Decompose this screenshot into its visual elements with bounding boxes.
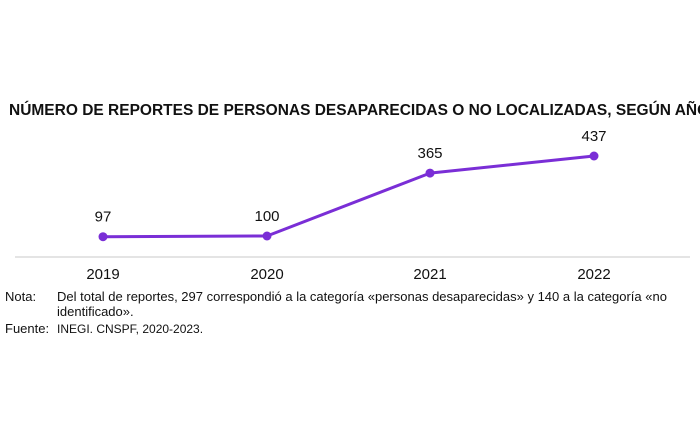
note-text: Del total de reportes, 297 correspondió … — [57, 289, 667, 319]
data-point-2019 — [98, 232, 108, 242]
data-label-2022: 437 — [581, 128, 606, 145]
x-tick-label-2019: 2019 — [86, 266, 119, 283]
chart-title: NÚMERO DE REPORTES DE PERSONAS DESAPAREC… — [9, 102, 700, 119]
series-line — [102, 154, 595, 239]
x-tick-label-2022: 2022 — [577, 266, 610, 283]
x-tick-label-2021: 2021 — [413, 266, 446, 283]
data-label-2020: 100 — [254, 208, 279, 225]
data-label-2021: 365 — [417, 145, 442, 162]
source-text: INEGI. CNSPF, 2020-2023. — [57, 322, 204, 336]
x-tick-label-2020: 2020 — [250, 266, 283, 283]
data-label-2019: 97 — [95, 209, 112, 226]
source-label: Fuente: — [5, 321, 50, 336]
data-point-2022 — [589, 151, 599, 161]
data-point-2020 — [262, 231, 272, 241]
note-label: Nota: — [5, 289, 37, 304]
data-point-2021 — [425, 168, 435, 178]
